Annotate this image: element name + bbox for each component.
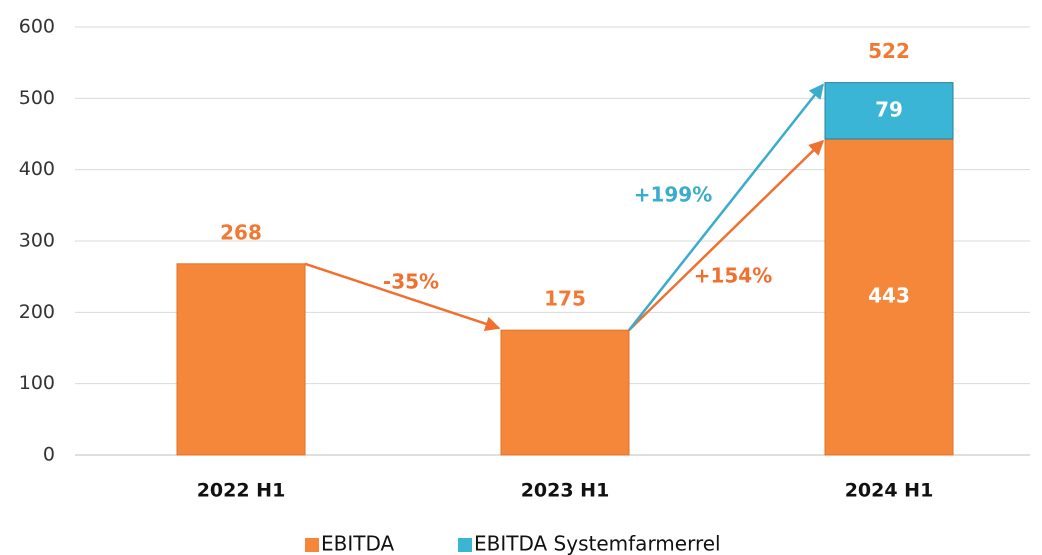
legend-swatch — [305, 538, 319, 552]
total-label: 268 — [220, 220, 262, 244]
change-label: +199% — [634, 183, 713, 207]
y-tick-label: 600 — [19, 16, 55, 38]
x-tick-label: 2022 H1 — [197, 480, 286, 502]
bar-segment — [824, 138, 954, 456]
segment-label: 443 — [868, 283, 910, 307]
bar-segment — [500, 329, 630, 456]
y-tick-label: 300 — [19, 230, 55, 252]
legend-label: EBITDA — [321, 532, 395, 555]
change-arrow — [304, 262, 501, 332]
y-tick-label: 0 — [43, 444, 55, 466]
segment-label: 79 — [875, 97, 903, 121]
bar-segment — [176, 263, 306, 456]
legend-label: EBITDA Systemfarmerrel — [474, 532, 721, 555]
y-tick-label: 400 — [19, 158, 55, 180]
x-tick-label: 2024 H1 — [845, 480, 934, 502]
y-tick-label: 200 — [19, 301, 55, 323]
bar-segment — [824, 82, 954, 140]
change-arrow — [628, 83, 824, 331]
total-label: 175 — [544, 287, 586, 311]
y-tick-label: 500 — [19, 87, 55, 109]
x-tick-label: 2023 H1 — [521, 480, 610, 502]
y-tick-label: 100 — [19, 372, 55, 394]
change-label: -35% — [383, 270, 439, 294]
change-label: +154% — [694, 264, 773, 288]
total-label: 522 — [868, 39, 910, 63]
change-arrow — [628, 139, 825, 332]
legend-swatch — [458, 538, 472, 552]
